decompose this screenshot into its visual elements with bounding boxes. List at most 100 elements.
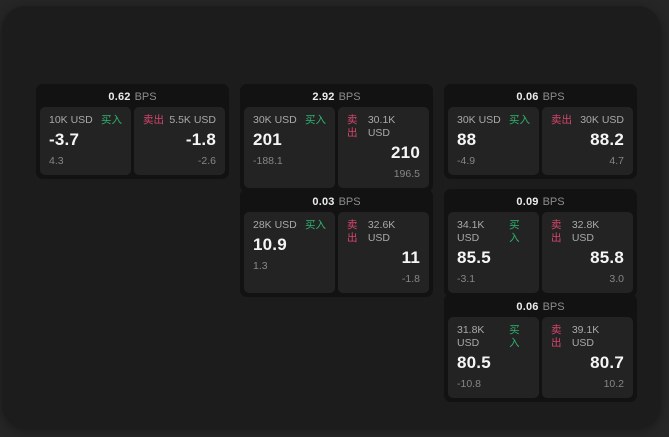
sell-size: 30.1K USD <box>367 114 396 139</box>
bps-value: 0.06 <box>516 300 539 313</box>
buy-tile-top: 10K USD 买入 <box>49 114 122 127</box>
buy-price: -3.7 <box>49 130 80 149</box>
card-header: 0.62 BPS <box>36 84 229 107</box>
buy-size: 34.1K USD <box>457 219 485 244</box>
sell-tile[interactable]: 卖出 30.1K USD 210 196.5 <box>338 107 429 188</box>
sell-tile-top: 卖出 32.6K USD <box>347 219 420 245</box>
sell-tile-top: 卖出 5.5K USD <box>143 114 216 127</box>
sell-tile[interactable]: 卖出 5.5K USD -1.8 -2.6 <box>134 107 225 175</box>
sell-price: 80.7 <box>590 353 624 372</box>
buy-tile[interactable]: 30K USD 买入 201 -188.1 <box>244 107 335 188</box>
bps-value: 0.03 <box>312 195 335 208</box>
sell-sub-value: 4.7 <box>609 155 624 167</box>
sell-price: 88.2 <box>590 130 624 149</box>
card-header: 0.06 BPS <box>444 294 637 317</box>
sell-label: 卖出 <box>143 114 164 126</box>
buy-size: 31.8K USD <box>457 324 485 349</box>
buy-size: 28K USD <box>253 219 297 231</box>
sell-tile-top: 卖出 30K USD <box>551 114 624 127</box>
card-body: 28K USD 买入 10.9 1.3 卖出 32.6K USD 11 -1.8 <box>240 212 433 297</box>
sell-tile[interactable]: 卖出 30K USD 88.2 4.7 <box>542 107 633 175</box>
sell-sub-value: -2.6 <box>197 155 216 167</box>
buy-label: 买入 <box>509 114 530 126</box>
sell-label: 卖出 <box>551 114 572 126</box>
sell-tile[interactable]: 卖出 39.1K USD 80.7 10.2 <box>542 317 633 398</box>
sell-size: 39.1K USD <box>571 324 600 349</box>
sell-sub-value: 10.2 <box>603 378 624 390</box>
buy-tile-top: 30K USD 买入 <box>253 114 326 127</box>
quote-card: 0.06 BPS 31.8K USD 买入 80.5 -10.8 卖出 39.1… <box>444 294 637 402</box>
sell-label: 卖出 <box>347 114 358 139</box>
sell-tile-top: 卖出 39.1K USD <box>551 324 624 350</box>
buy-tile-top: 34.1K USD 买入 <box>457 219 530 245</box>
buy-tile[interactable]: 34.1K USD 买入 85.5 -3.1 <box>448 212 539 293</box>
buy-price: 10.9 <box>253 235 287 254</box>
buy-tile-top: 30K USD 买入 <box>457 114 530 127</box>
sell-size: 30K USD <box>580 114 624 126</box>
bps-unit-label: BPS <box>542 90 565 103</box>
sell-label: 卖出 <box>551 324 562 349</box>
quote-card: 0.06 BPS 30K USD 买入 88 -4.9 卖出 30K USD 8… <box>444 84 637 179</box>
bps-unit-label: BPS <box>338 90 361 103</box>
card-header: 0.03 BPS <box>240 189 433 212</box>
card-body: 31.8K USD 买入 80.5 -10.8 卖出 39.1K USD 80.… <box>444 317 637 402</box>
bps-value: 0.09 <box>516 195 539 208</box>
sell-sub-value: 196.5 <box>393 168 420 180</box>
quote-card: 0.62 BPS 10K USD 买入 -3.7 4.3 卖出 5.5K USD… <box>36 84 229 179</box>
card-body: 30K USD 买入 201 -188.1 卖出 30.1K USD 210 1… <box>240 107 433 192</box>
sell-size: 32.8K USD <box>571 219 600 244</box>
sell-tile[interactable]: 卖出 32.6K USD 11 -1.8 <box>338 212 429 293</box>
card-body: 10K USD 买入 -3.7 4.3 卖出 5.5K USD -1.8 -2.… <box>36 107 229 179</box>
buy-tile[interactable]: 31.8K USD 买入 80.5 -10.8 <box>448 317 539 398</box>
card-body: 34.1K USD 买入 85.5 -3.1 卖出 32.8K USD 85.8… <box>444 212 637 297</box>
buy-tile[interactable]: 28K USD 买入 10.9 1.3 <box>244 212 335 293</box>
bps-unit-label: BPS <box>542 300 565 313</box>
buy-size: 30K USD <box>253 114 297 126</box>
buy-label: 买入 <box>305 114 326 126</box>
buy-tile-top: 28K USD 买入 <box>253 219 326 232</box>
sell-price: 210 <box>391 143 420 162</box>
buy-tile-top: 31.8K USD 买入 <box>457 324 530 350</box>
buy-label: 买入 <box>509 324 520 349</box>
sell-size: 5.5K USD <box>169 114 216 126</box>
buy-label: 买入 <box>509 219 520 244</box>
bps-value: 2.92 <box>312 90 335 103</box>
bps-unit-label: BPS <box>134 90 157 103</box>
buy-sub-value: -188.1 <box>253 155 283 167</box>
quote-card: 0.03 BPS 28K USD 买入 10.9 1.3 卖出 32.6K US… <box>240 189 433 297</box>
buy-price: 80.5 <box>457 353 491 372</box>
sell-sub-value: -1.8 <box>401 273 420 285</box>
buy-label: 买入 <box>305 219 326 231</box>
sell-size: 32.6K USD <box>367 219 396 244</box>
card-header: 2.92 BPS <box>240 84 433 107</box>
card-body: 30K USD 买入 88 -4.9 卖出 30K USD 88.2 4.7 <box>444 107 637 179</box>
sell-price: 11 <box>401 248 420 267</box>
card-header: 0.09 BPS <box>444 189 637 212</box>
buy-sub-value: -3.1 <box>457 273 476 285</box>
buy-tile[interactable]: 10K USD 买入 -3.7 4.3 <box>40 107 131 175</box>
sell-tile-top: 卖出 30.1K USD <box>347 114 420 140</box>
sell-sub-value: 3.0 <box>609 273 624 285</box>
buy-price: 88 <box>457 130 477 149</box>
buy-price: 85.5 <box>457 248 491 267</box>
buy-label: 买入 <box>101 114 122 126</box>
sell-price: 85.8 <box>590 248 624 267</box>
buy-tile[interactable]: 30K USD 买入 88 -4.9 <box>448 107 539 175</box>
bps-value: 0.06 <box>516 90 539 103</box>
quote-card: 0.09 BPS 34.1K USD 买入 85.5 -3.1 卖出 32.8K… <box>444 189 637 297</box>
buy-size: 30K USD <box>457 114 501 126</box>
bps-value: 0.62 <box>108 90 131 103</box>
sell-tile-top: 卖出 32.8K USD <box>551 219 624 245</box>
buy-sub-value: 1.3 <box>253 260 268 272</box>
sell-price: -1.8 <box>185 130 216 149</box>
bps-unit-label: BPS <box>338 195 361 208</box>
sell-label: 卖出 <box>551 219 562 244</box>
card-header: 0.06 BPS <box>444 84 637 107</box>
sell-tile[interactable]: 卖出 32.8K USD 85.8 3.0 <box>542 212 633 293</box>
buy-sub-value: -10.8 <box>457 378 481 390</box>
buy-price: 201 <box>253 130 282 149</box>
quote-card: 2.92 BPS 30K USD 买入 201 -188.1 卖出 30.1K … <box>240 84 433 192</box>
bps-unit-label: BPS <box>542 195 565 208</box>
buy-size: 10K USD <box>49 114 93 126</box>
